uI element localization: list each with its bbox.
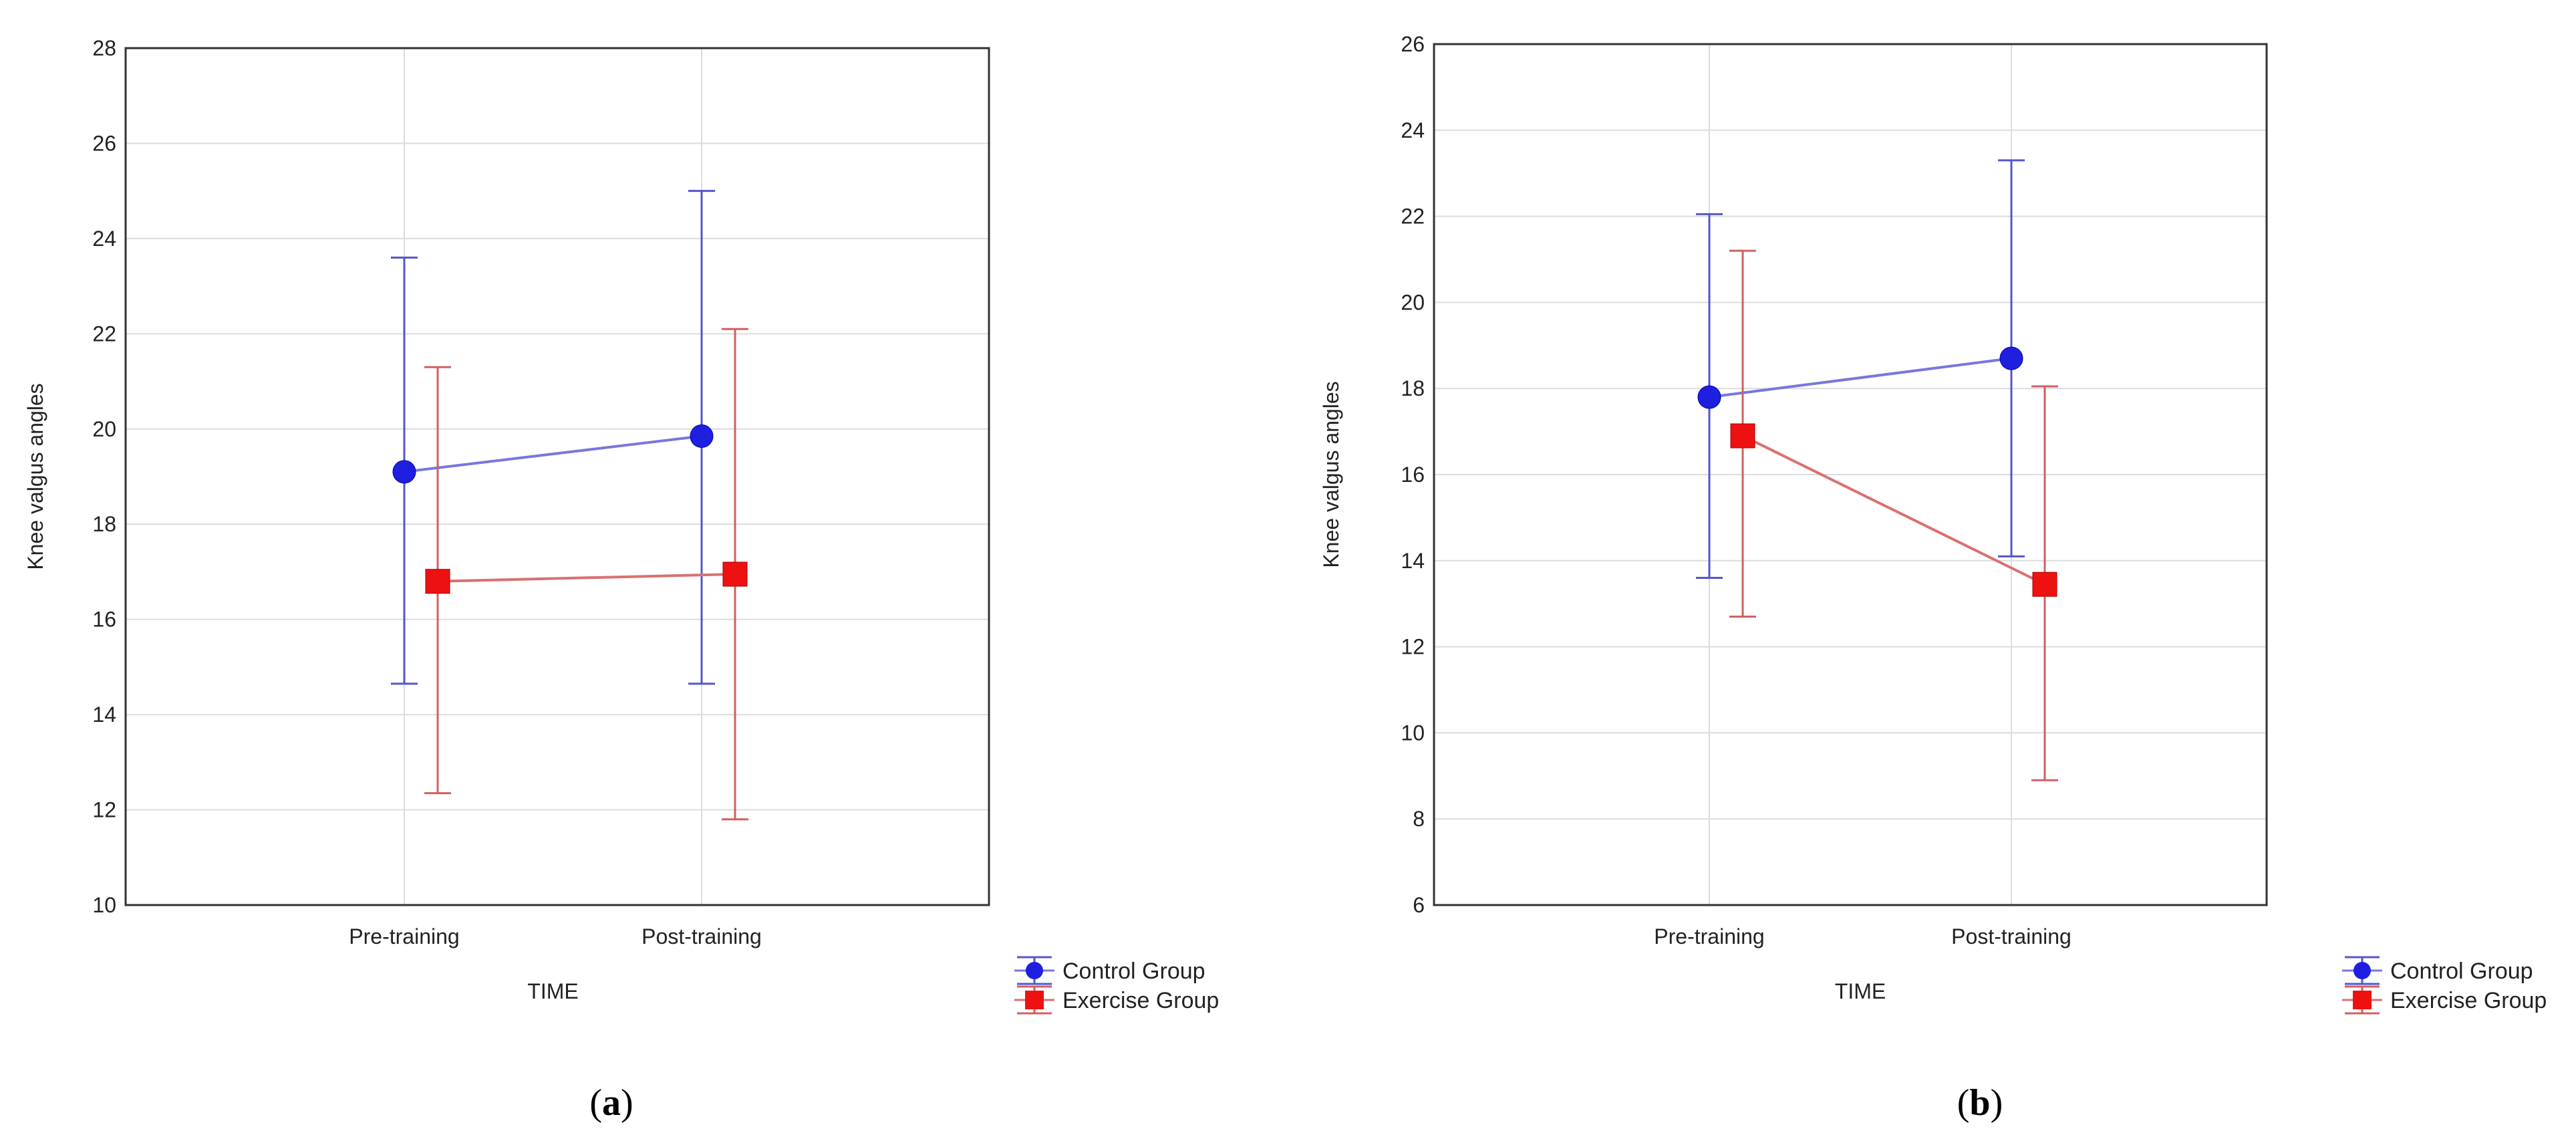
y-tick-label: 18 (1401, 376, 1425, 400)
legend-entry: Control Group (1014, 956, 1205, 985)
legend-marker-square (2353, 991, 2372, 1009)
x-tick-label: Post-training (1951, 924, 2071, 948)
y-axis-title: Knee valgus angles (23, 383, 47, 570)
y-tick-label: 10 (1401, 721, 1425, 745)
legend-label: Control Group (1062, 959, 1205, 984)
series-line (437, 573, 736, 583)
y-tick-label: 22 (92, 322, 116, 346)
legend-label: Control Group (2390, 959, 2533, 984)
y-tick-label: 14 (92, 703, 116, 727)
x-tick-label: Post-training (641, 924, 762, 948)
y-tick-label: 16 (92, 608, 116, 632)
legend-marker-circle (2353, 962, 2371, 979)
y-tick-label: 10 (92, 893, 116, 917)
y-tick-label: 20 (1401, 290, 1425, 314)
y-tick-label: 28 (92, 36, 116, 60)
legend-label: Exercise Group (2390, 988, 2547, 1013)
chart-panel-b: 6 8 10 12 14 16 18 20 22 24 26 Pre-training Post-tra… (1319, 32, 2547, 1124)
y-tick-label: 8 (1413, 807, 1425, 831)
y-tick-label: 12 (92, 798, 116, 822)
caption-letter: a (602, 1082, 621, 1124)
data-point-circle (392, 460, 416, 484)
y-tick-label: 12 (1401, 635, 1425, 659)
x-axis-title: TIME (1835, 979, 1886, 1003)
series-line (1709, 357, 2012, 399)
data-point-circle (690, 424, 714, 448)
caption-open-paren: ( (589, 1082, 602, 1124)
series-line (404, 434, 702, 473)
chart-panel-a: 10 12 14 16 18 20 22 24 26 28 Pre-training Post-tra… (23, 36, 1219, 1124)
legend-marker-circle (1026, 962, 1043, 979)
legend-entry: Exercise Group (2342, 985, 2547, 1015)
plot-frame (1433, 43, 2268, 906)
data-point-square (722, 561, 748, 587)
panel-caption: (b) (1957, 1082, 2003, 1124)
y-tick-label: 22 (1401, 205, 1425, 229)
caption-open-paren: ( (1957, 1082, 1970, 1124)
legend-marker-square (1025, 991, 1044, 1009)
x-axis-title: TIME (527, 979, 578, 1003)
data-point-square (2032, 572, 2057, 597)
data-point-circle (1999, 346, 2023, 370)
caption-close-paren: ) (1991, 1082, 2003, 1124)
x-tick-label: Pre-training (349, 924, 459, 948)
y-tick-label: 24 (92, 227, 116, 251)
y-tick-label: 16 (1401, 463, 1425, 487)
y-tick-label: 26 (1401, 32, 1425, 56)
caption-letter: b (1969, 1082, 1990, 1124)
panel-caption: (a) (589, 1082, 633, 1124)
y-tick-label: 14 (1401, 549, 1425, 573)
legend-entry: Exercise Group (1014, 985, 1219, 1015)
data-point-square (1730, 423, 1755, 449)
y-tick-label: 18 (92, 512, 116, 536)
y-tick-label: 20 (92, 417, 116, 441)
x-tick-label: Pre-training (1654, 924, 1764, 948)
y-axis-title: Knee valgus angles (1319, 381, 1343, 567)
data-point-circle (1697, 385, 1721, 409)
legend-entry: Control Group (2342, 956, 2533, 985)
y-tick-label: 24 (1401, 118, 1425, 142)
caption-close-paren: ) (621, 1082, 633, 1124)
data-point-square (425, 569, 450, 594)
plot-frame (124, 47, 990, 906)
y-tick-label: 26 (92, 131, 116, 155)
y-tick-label: 6 (1413, 893, 1425, 917)
legend-label: Exercise Group (1062, 988, 1219, 1013)
series-line (1742, 434, 2045, 586)
